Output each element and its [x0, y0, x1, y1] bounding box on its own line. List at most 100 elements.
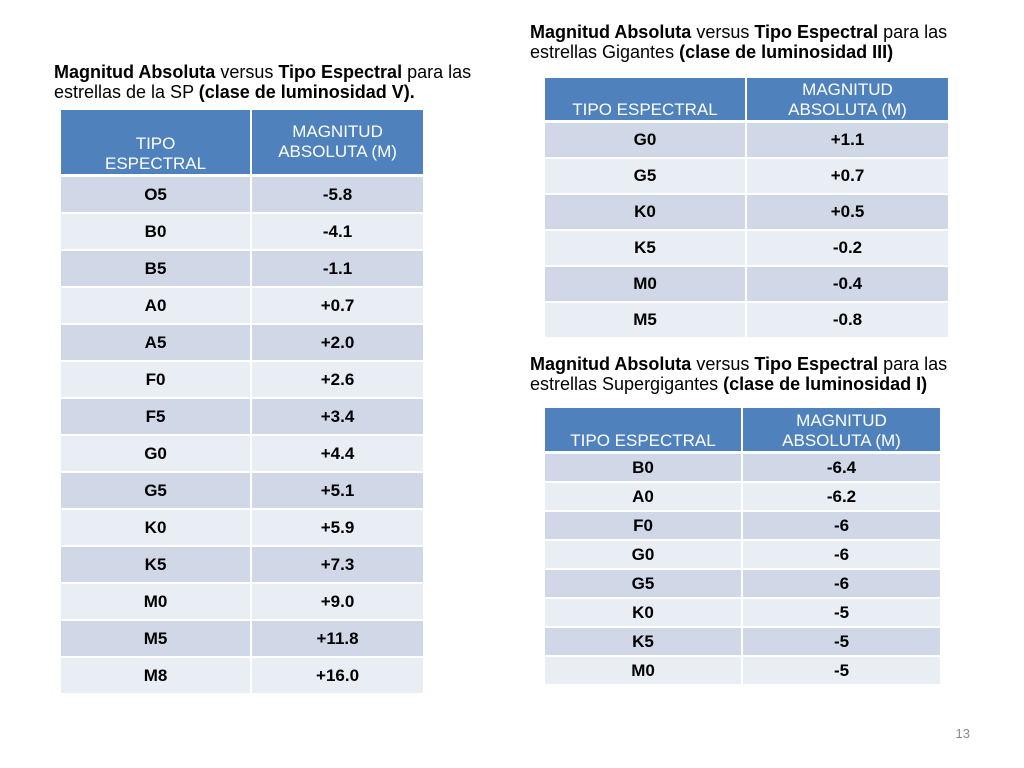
table-row: F0 +2.6: [61, 362, 423, 399]
caption-part: Tipo Espectral: [754, 354, 879, 374]
absolute-magnitude-cell: +3.4: [250, 399, 423, 436]
absolute-magnitude-cell: -0.2: [745, 231, 948, 267]
spectral-type-cell: M5: [61, 621, 251, 658]
table-row: G5 +5.1: [61, 473, 423, 510]
absolute-magnitude-cell: -6.4: [741, 454, 940, 483]
table-row: M0 -5: [545, 657, 940, 686]
header-spectral-type: TIPO ESPECTRAL: [545, 78, 745, 123]
absolute-magnitude-cell: +2.6: [250, 362, 423, 399]
spectral-type-cell: B0: [545, 454, 741, 483]
spectral-type-cell: K0: [61, 510, 251, 547]
spectral-type-cell: K0: [545, 195, 745, 231]
table-row: G0 +4.4: [61, 436, 423, 473]
table-row: K0 +0.5: [545, 195, 948, 231]
table-row: M0 -0.4: [545, 267, 948, 303]
table-row: A0 -6.2: [545, 483, 940, 512]
spectral-type-cell: F0: [61, 362, 251, 399]
caption-part: Tipo Espectral: [278, 62, 403, 82]
spectral-type-cell: G5: [545, 159, 745, 195]
absolute-magnitude-cell: +5.1: [250, 473, 423, 510]
spectral-type-cell: K5: [545, 628, 741, 657]
table-row: B0 -6.4: [545, 454, 940, 483]
absolute-magnitude-cell: -6: [741, 541, 940, 570]
spectral-type-cell: M0: [545, 267, 745, 303]
absolute-magnitude-cell: +0.7: [745, 159, 948, 195]
caption-part: para las estrellas Supergigantes: [530, 354, 948, 394]
caption-part: para las estrellas de la SP: [54, 62, 472, 102]
absolute-magnitude-cell: +4.4: [250, 436, 423, 473]
header-spectral-type: TIPO ESPECTRAL: [545, 408, 741, 454]
spectral-type-cell: M8: [61, 658, 251, 695]
caption-part: para las estrellas Gigantes: [530, 22, 948, 62]
absolute-magnitude-cell: -6: [741, 512, 940, 541]
table-row: G5 +0.7: [545, 159, 948, 195]
spectral-type-cell: F5: [61, 399, 251, 436]
table-row: G0 -6: [545, 541, 940, 570]
absolute-magnitude-cell: +9.0: [250, 584, 423, 621]
absolute-magnitude-cell: +2.0: [250, 325, 423, 362]
header-absolute-magnitude: MAGNITUD ABSOLUTA (M): [741, 408, 940, 454]
header-spectral-type: TIPO ESPECTRAL: [61, 110, 251, 177]
absolute-magnitude-cell: -5: [741, 657, 940, 686]
spectral-type-cell: G0: [545, 541, 741, 570]
table-row: A0 +0.7: [61, 288, 423, 325]
caption-main-sequence: Magnitud Absoluta versus Tipo Espectral …: [54, 62, 494, 102]
table-main-sequence: TIPO ESPECTRAL MAGNITUD ABSOLUTA (M) O5-…: [61, 110, 423, 695]
spectral-type-cell: A0: [61, 288, 251, 325]
caption-part: (clase de luminosidad V).: [198, 82, 415, 102]
absolute-magnitude-cell: +16.0: [250, 658, 423, 695]
table-row: M0 +9.0: [61, 584, 423, 621]
table-supergiants: TIPO ESPECTRAL MAGNITUD ABSOLUTA (M) B0-…: [545, 408, 940, 686]
spectral-type-cell: K0: [545, 599, 741, 628]
caption-part: (clase de luminosidad I): [723, 374, 928, 394]
absolute-magnitude-cell: +1.1: [745, 123, 948, 159]
absolute-magnitude-cell: -6.2: [741, 483, 940, 512]
spectral-type-cell: A5: [61, 325, 251, 362]
table-row: F0 -6: [545, 512, 940, 541]
absolute-magnitude-cell: -5.8: [250, 177, 423, 214]
caption-part: versus: [215, 62, 279, 82]
spectral-type-cell: O5: [61, 177, 251, 214]
table-giants: TIPO ESPECTRAL MAGNITUD ABSOLUTA (M) G0 +…: [545, 78, 948, 339]
header-absolute-magnitude: MAGNITUD ABSOLUTA (M): [250, 110, 423, 177]
spectral-type-cell: F0: [545, 512, 741, 541]
spectral-type-cell: G0: [61, 436, 251, 473]
table-row: F5 +3.4: [61, 399, 423, 436]
table-row: O5 -5.8: [61, 177, 423, 214]
slide-number: 13: [955, 726, 970, 741]
table-header-row: TIPO ESPECTRAL MAGNITUD ABSOLUTA (M): [61, 110, 423, 177]
caption-part: Tipo Espectral: [754, 22, 879, 42]
spectral-type-cell: M0: [61, 584, 251, 621]
table-row: K5 +7.3: [61, 547, 423, 584]
spectral-type-cell: G5: [545, 570, 741, 599]
table-row: M5 -0.8: [545, 303, 948, 339]
table-row: M8 +16.0: [61, 658, 423, 695]
caption-part: versus: [691, 22, 755, 42]
absolute-magnitude-cell: -1.1: [250, 251, 423, 288]
table-row: G0 +1.1: [545, 123, 948, 159]
table-row: G5 -6: [545, 570, 940, 599]
table-row: K0 -5: [545, 599, 940, 628]
spectral-type-cell: B5: [61, 251, 251, 288]
spectral-type-cell: M0: [545, 657, 741, 686]
absolute-magnitude-cell: -4.1: [250, 214, 423, 251]
table-header-row: TIPO ESPECTRAL MAGNITUD ABSOLUTA (M): [545, 78, 948, 123]
absolute-magnitude-cell: -6: [741, 570, 940, 599]
table-row: M5 +11.8: [61, 621, 423, 658]
absolute-magnitude-cell: +7.3: [250, 547, 423, 584]
table-row: K0 +5.9: [61, 510, 423, 547]
caption-part: Magnitud Absoluta: [530, 22, 692, 42]
spectral-type-cell: G0: [545, 123, 745, 159]
absolute-magnitude-cell: +5.9: [250, 510, 423, 547]
caption-part: Magnitud Absoluta: [530, 354, 692, 374]
spectral-type-cell: K5: [545, 231, 745, 267]
spectral-type-cell: M5: [545, 303, 745, 339]
table-row: K5 -5: [545, 628, 940, 657]
table-header-row: TIPO ESPECTRAL MAGNITUD ABSOLUTA (M): [545, 408, 940, 454]
caption-supergiants: Magnitud Absoluta versus Tipo Espectral …: [530, 354, 970, 394]
absolute-magnitude-cell: -0.8: [745, 303, 948, 339]
absolute-magnitude-cell: +0.5: [745, 195, 948, 231]
absolute-magnitude-cell: +11.8: [250, 621, 423, 658]
caption-giants: Magnitud Absoluta versus Tipo Espectral …: [530, 22, 970, 62]
absolute-magnitude-cell: +0.7: [250, 288, 423, 325]
